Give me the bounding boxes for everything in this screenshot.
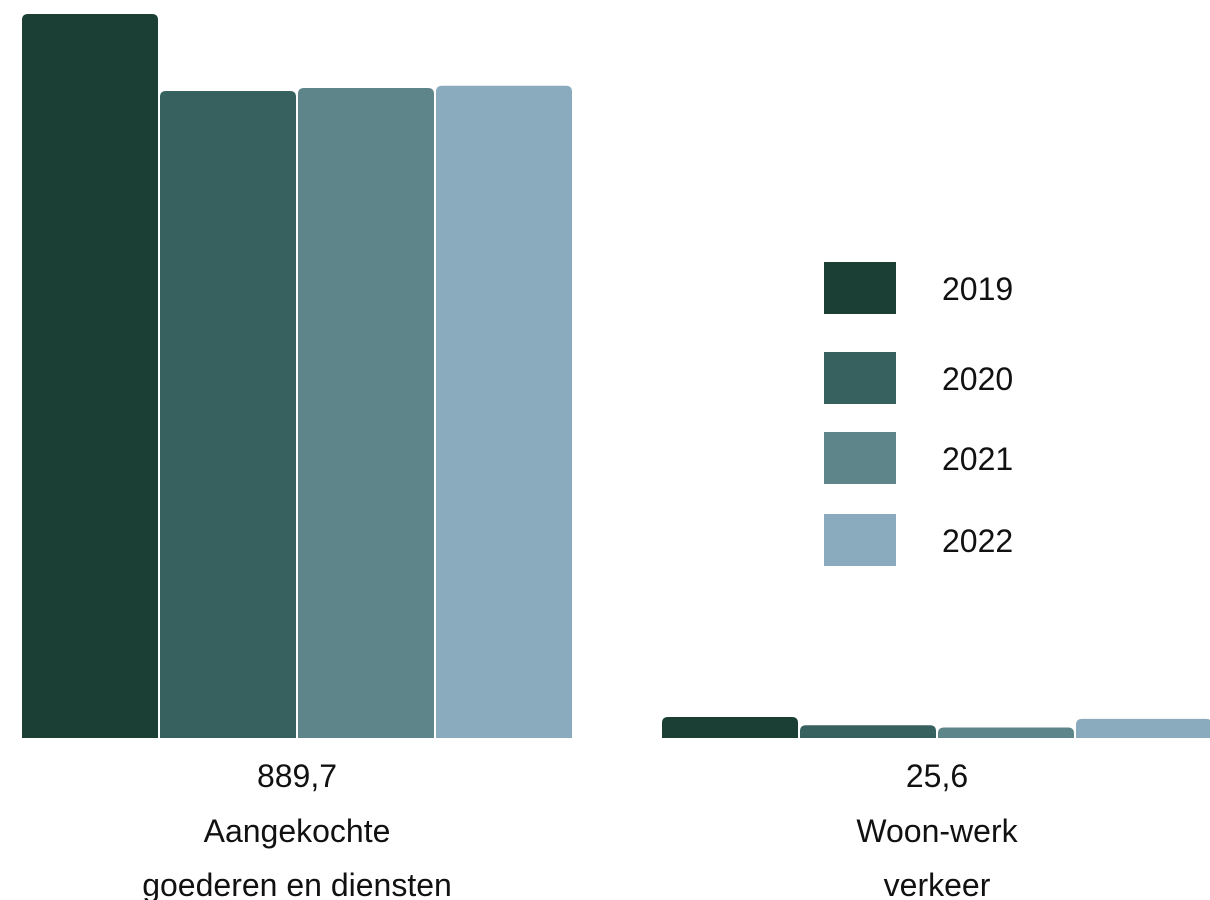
legend-label-2019: 2019 [942,271,1013,307]
legend-swatch-2021 [824,432,896,484]
legend-swatch-2020 [824,352,896,404]
legend-swatch-2022 [824,514,896,566]
bar-2021-cat2 [938,727,1074,738]
bars-layer [22,14,1210,739]
legend: 2019 2020 2021 2022 [824,262,1013,566]
bar-2021-cat1 [298,88,434,738]
category-value-label: 889,7 [257,758,337,794]
category-labels: 889,7 Aangekochte goederen en diensten 25,6… [142,758,1018,900]
bar-2019-cat2 [662,717,798,738]
legend-label-2022: 2022 [942,523,1013,559]
legend-label-2021: 2021 [942,441,1013,477]
legend-swatch-2019 [824,262,896,314]
category-name-label: goederen en diensten [142,867,452,900]
bar-2020-cat1 [160,91,296,739]
bar-2020-cat2 [800,725,936,738]
category-name-label: Woon-werk [856,813,1018,849]
legend-label-2020: 2020 [942,361,1013,397]
category-name-label: Aangekochte [204,813,391,849]
bar-2022-cat2 [1076,718,1210,738]
bar-2019-cat1 [22,14,158,738]
category-value-label: 25,6 [906,758,968,794]
bar-2022-cat1 [436,85,572,739]
category-name-label: verkeer [884,867,991,900]
